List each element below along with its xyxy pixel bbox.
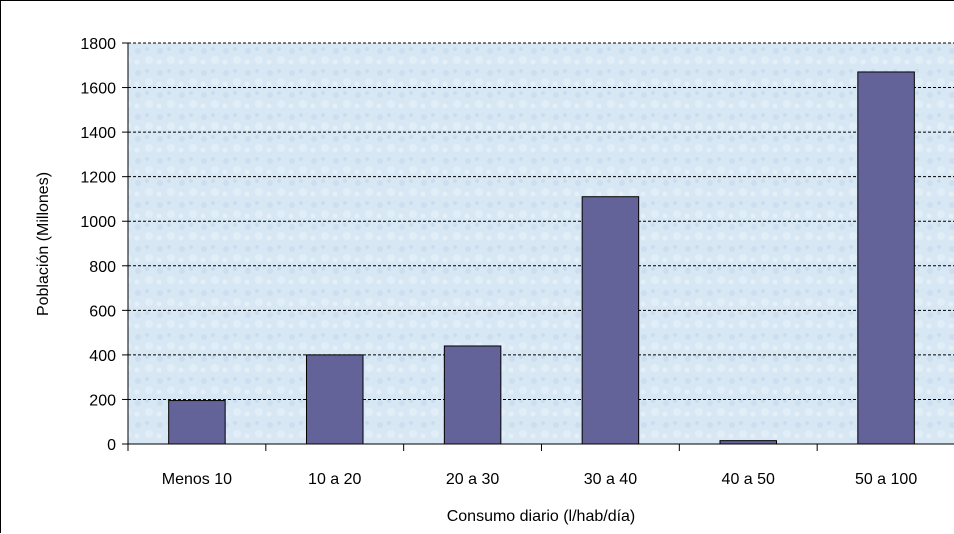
y-tick-label: 0	[107, 437, 116, 454]
y-tick-label: 1600	[80, 81, 116, 98]
plot-area	[128, 43, 954, 444]
tick-labels: 0 200 400 600 800 1000 1200 1400 1600 1800 Menos 1…	[80, 36, 917, 488]
x-tick-label: 20 a 30	[446, 471, 499, 488]
x-tick-label: Menos 10	[162, 471, 232, 488]
x-tick-label: 30 a 40	[584, 471, 637, 488]
y-tick-label: 1400	[80, 125, 116, 142]
bar-1	[168, 400, 226, 445]
y-tick-label: 1800	[80, 36, 116, 53]
y-tick-label: 800	[89, 259, 116, 276]
x-axis-title: Consumo diario (l/hab/día)	[447, 508, 636, 525]
bar-3	[443, 345, 502, 445]
y-tick-label: 1000	[80, 214, 116, 231]
bar-5	[719, 440, 778, 445]
y-tick-label: 200	[89, 392, 116, 409]
x-tick-label: 40 a 50	[722, 471, 775, 488]
x-tick-label: 50 a 100	[855, 471, 917, 488]
bar-4	[581, 196, 640, 445]
y-axis-title: Población (Millones)	[35, 172, 52, 316]
bar-2	[305, 354, 364, 445]
y-tick-label: 400	[89, 348, 116, 365]
bar-6	[857, 71, 915, 445]
bars	[168, 71, 915, 445]
x-tick-label: 10 a 20	[308, 471, 361, 488]
y-tick-label: 600	[89, 303, 116, 320]
axes	[122, 42, 954, 451]
y-tick-label: 1200	[80, 170, 116, 187]
gridlines	[128, 42, 954, 400]
